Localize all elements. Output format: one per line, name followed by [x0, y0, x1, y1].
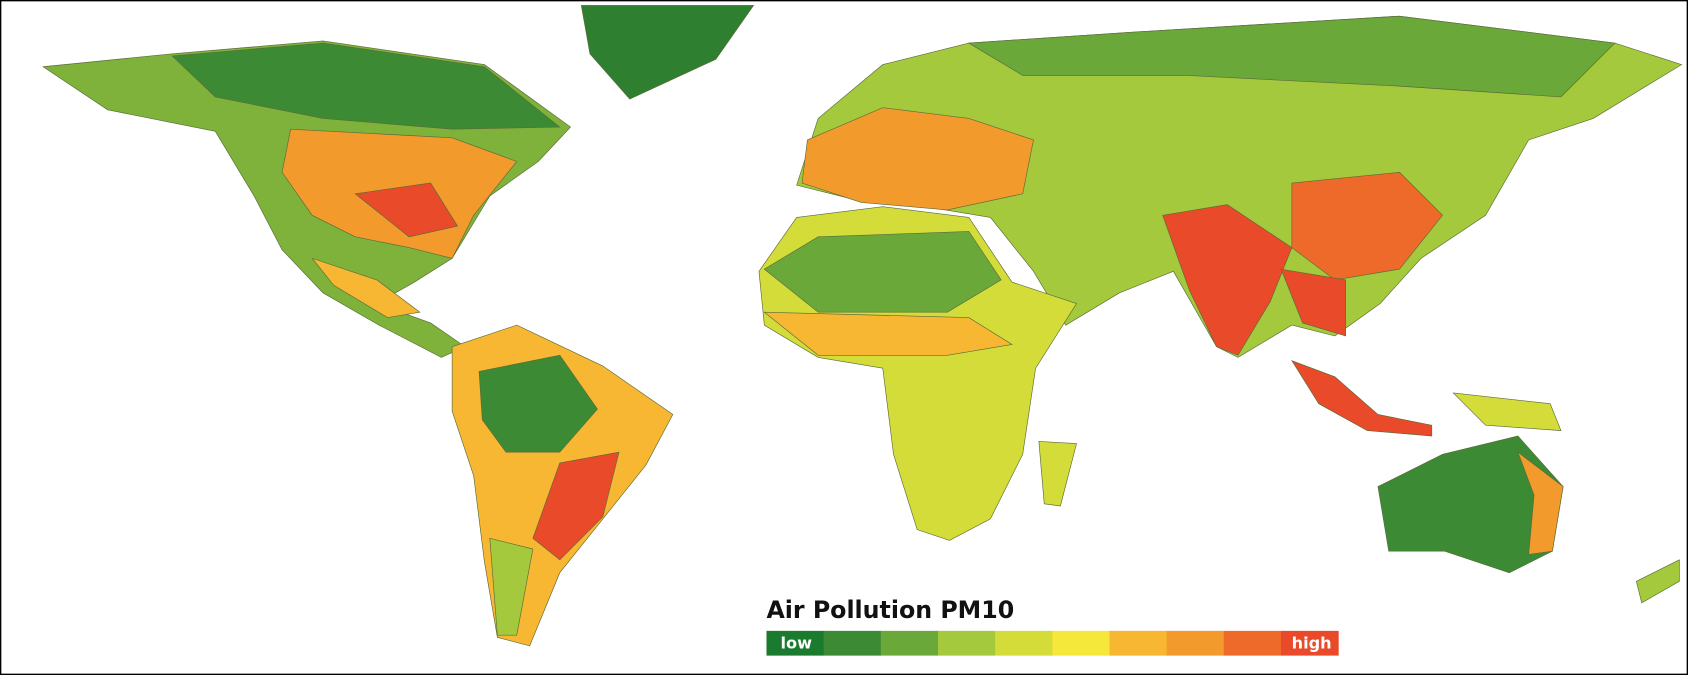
new-zealand	[1635, 559, 1680, 604]
china	[1291, 171, 1443, 281]
legend-low: low	[780, 633, 812, 652]
legend-swatch	[1280, 630, 1339, 656]
new-guinea	[1452, 392, 1562, 431]
legend-bar	[766, 630, 1339, 656]
canada-north	[171, 42, 561, 130]
indonesia	[1291, 360, 1433, 437]
legend-swatch	[1166, 630, 1225, 656]
legend-high: high	[1292, 633, 1332, 652]
siberia	[967, 15, 1616, 98]
sahara	[763, 231, 1002, 313]
south-america-hotspot	[532, 451, 620, 561]
greenland	[580, 5, 755, 100]
legend-swatch	[1109, 630, 1168, 656]
legend-swatch	[995, 630, 1053, 656]
madagascar	[1038, 441, 1077, 507]
legend-title: Air Pollution PM10	[766, 596, 1014, 624]
legend-swatch	[766, 630, 825, 656]
mexico	[311, 257, 421, 318]
sahel	[763, 311, 1013, 356]
amazon	[478, 354, 598, 453]
legend-swatch	[880, 630, 939, 656]
india	[1162, 204, 1293, 356]
australia-east	[1517, 451, 1564, 555]
usa-hotspot	[354, 182, 459, 238]
land	[42, 5, 1683, 647]
europe	[801, 107, 1034, 211]
legend-swatch	[823, 630, 882, 656]
patagonia	[489, 537, 534, 636]
legend-swatch	[1223, 630, 1282, 656]
legend-swatch	[937, 630, 996, 656]
legend-swatch	[1052, 630, 1111, 656]
southeast-asia	[1280, 268, 1346, 337]
